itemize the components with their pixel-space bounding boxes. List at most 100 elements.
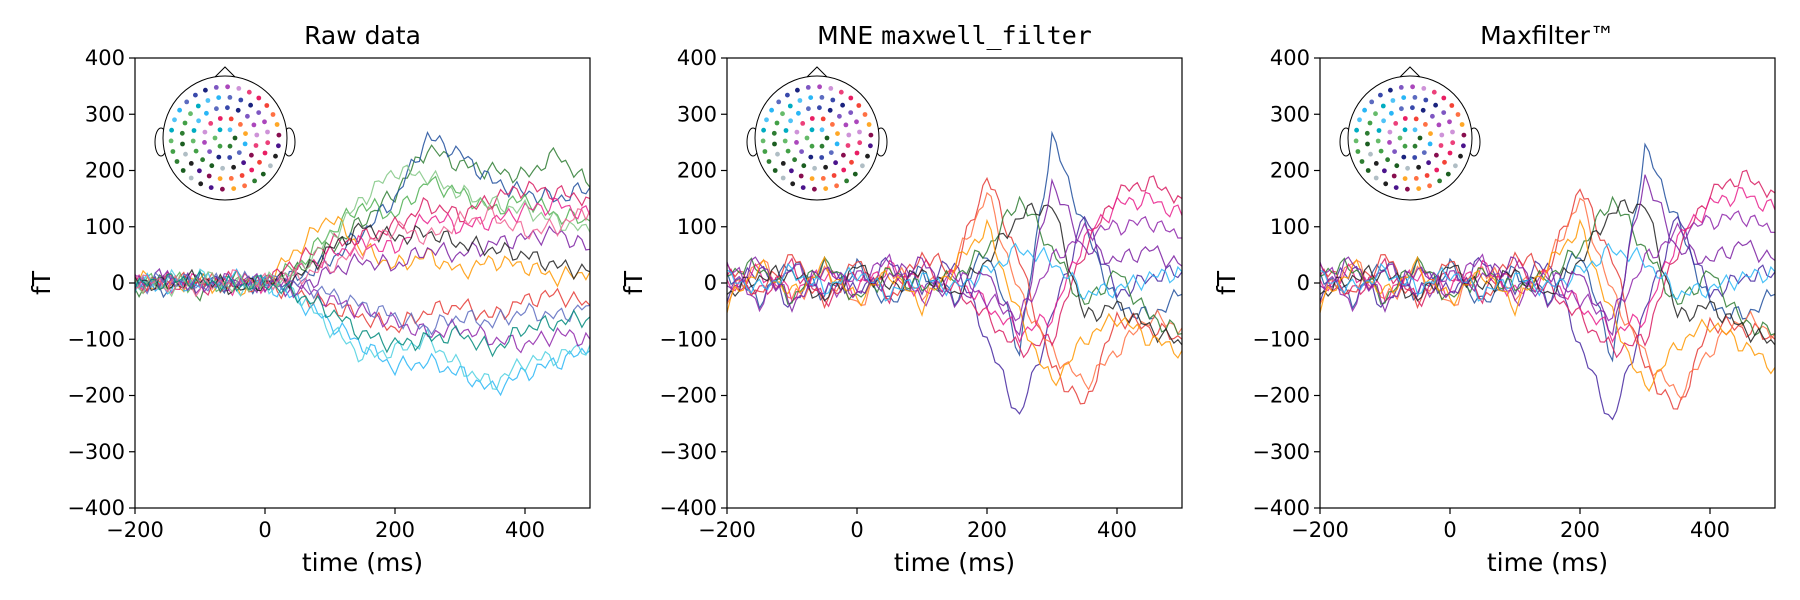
sensor-dot — [227, 155, 233, 160]
series-line — [135, 206, 590, 298]
sensor-dot — [838, 89, 844, 95]
sensor-dot — [809, 176, 815, 182]
sensor-dot — [273, 153, 278, 159]
x-tick-label: 200 — [967, 518, 1007, 542]
sensor-dot — [1398, 85, 1404, 90]
sensor-dot — [220, 186, 225, 192]
sensor-dot — [1449, 103, 1455, 108]
sensor-dot — [772, 141, 777, 147]
head-outline — [162, 75, 288, 201]
sensor-dot — [827, 107, 833, 113]
sensor-dot — [225, 105, 230, 111]
sensor-dot — [1353, 138, 1359, 144]
chart-title: Maxfilter™ — [1480, 21, 1615, 50]
sensor-dot — [809, 143, 815, 149]
sensor-dot — [1417, 135, 1423, 141]
sensor-dot — [202, 129, 208, 135]
sensor-dot — [197, 168, 202, 174]
sensor-dot — [1421, 150, 1427, 156]
sensor-dot — [1397, 135, 1403, 141]
sensor-dot — [800, 185, 806, 191]
series-line — [135, 270, 590, 336]
sensor-dot — [249, 167, 255, 173]
sensor-dot — [182, 120, 188, 126]
sensor-dot — [868, 132, 874, 138]
y-tick-label: 200 — [677, 159, 717, 183]
sensor-dot — [823, 164, 828, 170]
series-line — [1320, 218, 1775, 393]
sensor-dot — [213, 85, 219, 90]
series-line — [1320, 174, 1775, 337]
sensor-dot — [248, 102, 254, 108]
sensor-dot — [1427, 141, 1433, 147]
sensor-dot — [1412, 155, 1418, 160]
sensor-dot — [200, 157, 206, 163]
sensor-dot — [819, 155, 825, 160]
sensor-dot — [1413, 116, 1419, 122]
sensor-dot — [857, 140, 863, 146]
sensor-dot — [257, 159, 262, 165]
sensor-dot — [1373, 175, 1379, 181]
sensor-dot — [1412, 95, 1418, 100]
sensor-dot — [228, 176, 234, 181]
sensor-dot — [819, 127, 825, 133]
traces-2 — [727, 130, 1182, 415]
sensor-dot — [808, 95, 814, 100]
sensor-dot — [852, 171, 858, 177]
sensor-dot — [1393, 121, 1399, 126]
sensor-dot — [1424, 173, 1430, 178]
sensor-dot — [1412, 127, 1418, 133]
sensor-dot — [792, 157, 797, 163]
sensor-dot — [789, 168, 794, 174]
sensor-dot — [804, 135, 810, 141]
sensor-dot — [262, 150, 268, 156]
x-tick-label: 0 — [1443, 518, 1456, 542]
sensor-dot — [844, 178, 849, 184]
series-line — [1320, 197, 1775, 401]
sensor-dot — [217, 127, 223, 133]
sensor-dot — [236, 150, 242, 156]
sensor-dot — [169, 127, 175, 133]
sensor-dot — [170, 149, 176, 154]
sensor-dot — [1450, 140, 1456, 146]
y-tick-label: 300 — [677, 102, 717, 126]
chart-title: MNE maxwell_filter — [817, 21, 1092, 50]
sensor-dot — [1416, 164, 1421, 170]
sensor-dot — [1437, 178, 1442, 184]
sensor-dot — [1391, 173, 1397, 179]
sensor-dot — [1368, 151, 1373, 157]
sensor-dot — [840, 102, 845, 108]
sensor-dot — [860, 163, 865, 169]
sensor-dot — [231, 186, 237, 192]
sensor-dot — [865, 153, 870, 159]
sensor-dot — [256, 95, 262, 101]
y-tick-label: −100 — [67, 327, 125, 351]
sensor-dot — [236, 86, 242, 91]
sensor-dot — [184, 99, 190, 105]
sensor-dot — [830, 122, 835, 127]
sensor-dot — [795, 87, 800, 93]
sensor-dot — [1458, 153, 1463, 159]
sensor-dot — [809, 127, 815, 133]
sensor-dot — [798, 173, 804, 179]
sensor-dot — [868, 143, 873, 149]
sensor-dot — [242, 141, 248, 147]
sensor-dot — [225, 84, 231, 90]
sensor-dot — [1387, 129, 1393, 135]
sensor-dot — [193, 92, 198, 98]
sensor-dot — [796, 110, 801, 116]
y-tick-label: 400 — [1270, 46, 1310, 70]
sensor-dot — [238, 122, 243, 127]
y-tick-label: 100 — [1270, 215, 1310, 239]
sensor-dot — [205, 98, 211, 103]
series-line — [727, 218, 1182, 387]
sensor-dot — [823, 186, 829, 192]
sensor-dot — [801, 163, 807, 169]
sensor-dot — [760, 138, 766, 144]
sensor-dot — [866, 122, 872, 127]
x-tick-label: 400 — [1690, 518, 1730, 542]
y-tick-label: −200 — [1252, 384, 1310, 408]
sensor-dot — [812, 165, 817, 171]
sensor-dot — [783, 128, 789, 133]
sensor-dot — [1445, 171, 1451, 177]
